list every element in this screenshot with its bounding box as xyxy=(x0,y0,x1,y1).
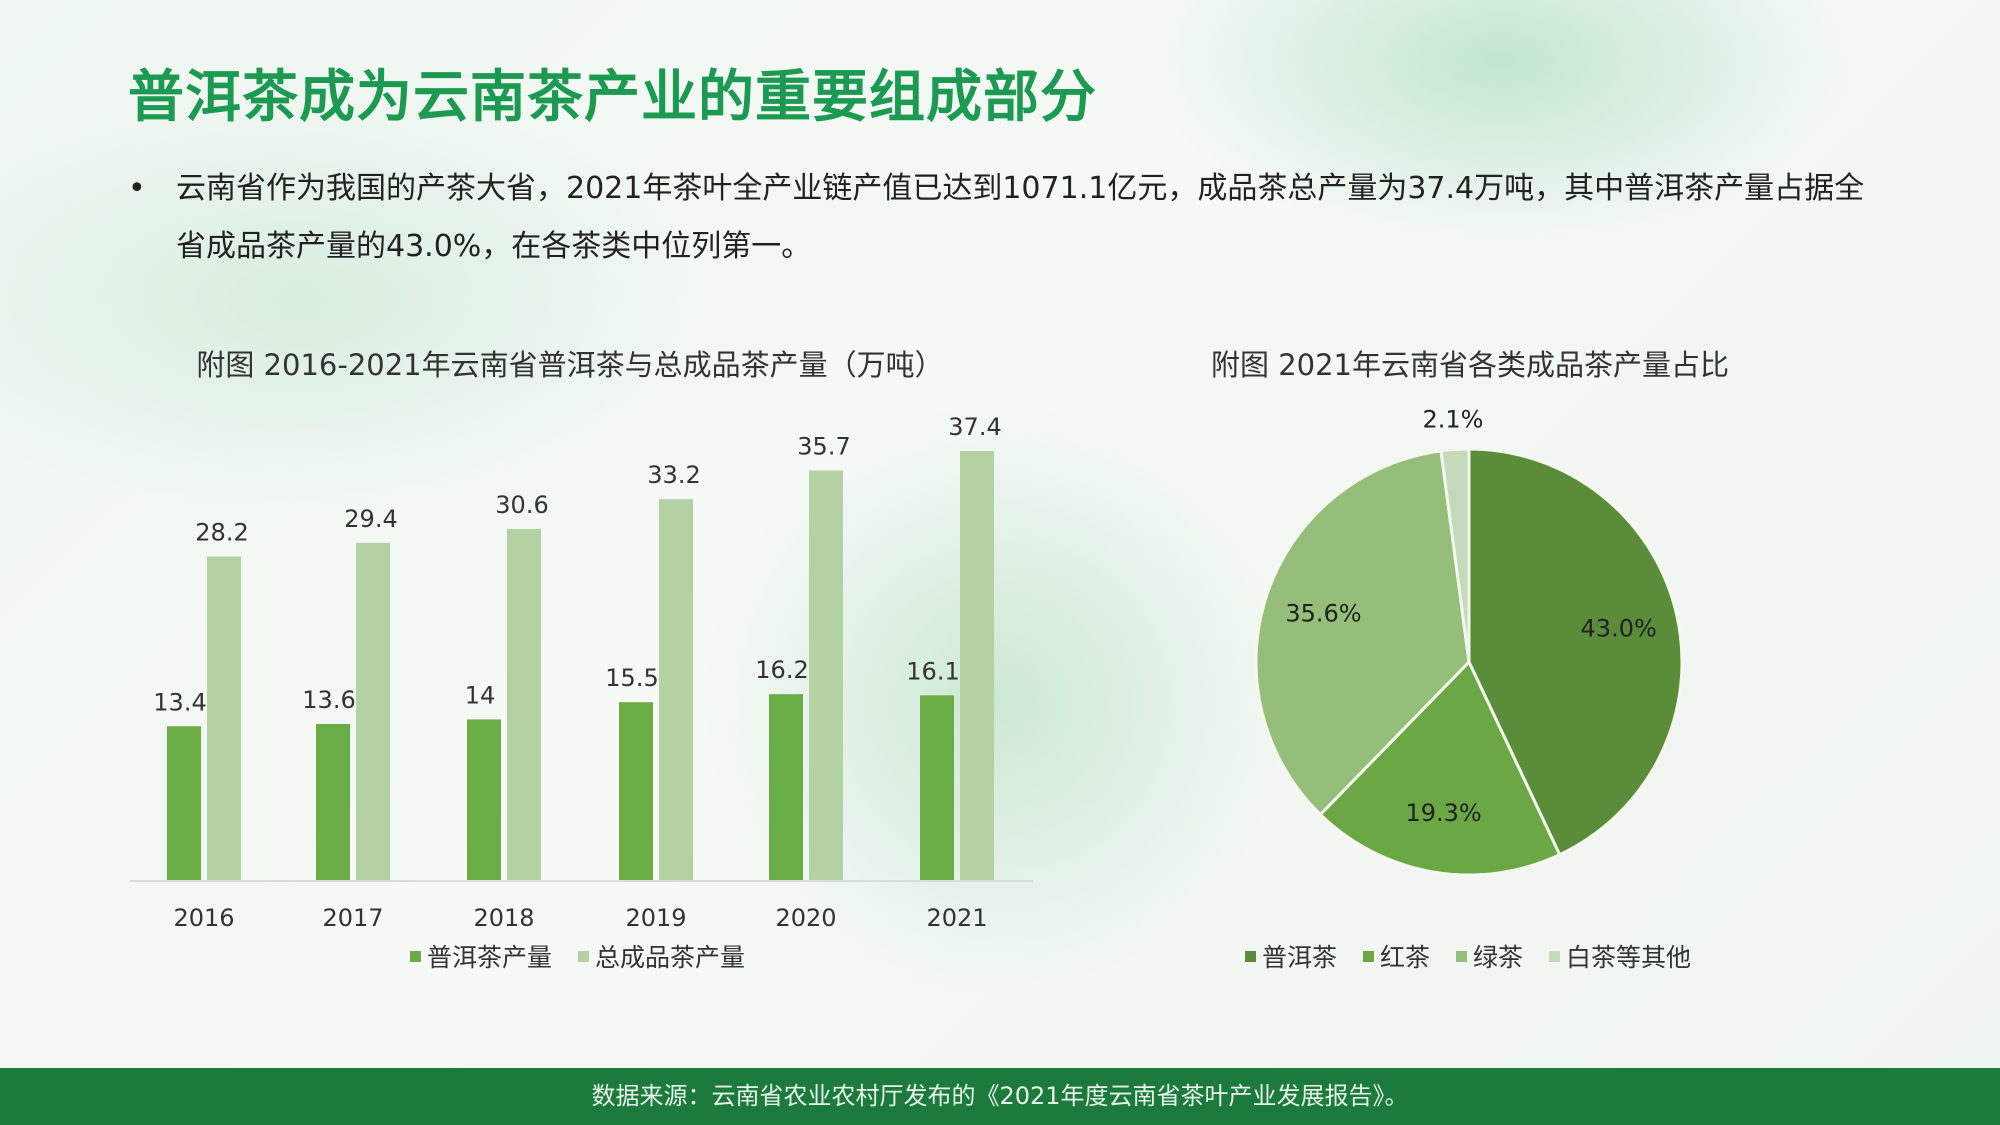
x-tick-label: 2020 xyxy=(775,904,836,932)
bar-puer-2020 xyxy=(769,694,803,880)
data-label: 13.6 xyxy=(302,686,355,714)
bar-total-2016 xyxy=(207,556,241,880)
legend-swatch xyxy=(578,950,590,962)
pie-slice-1 xyxy=(1318,659,1562,877)
bar-puer-2018 xyxy=(467,719,501,880)
bar-puer-2017 xyxy=(316,724,350,880)
x-tick-label: 2017 xyxy=(322,904,383,932)
data-label: 13.4 xyxy=(153,688,206,716)
bar-total-2020 xyxy=(809,470,843,880)
bar-puer-2019 xyxy=(619,702,653,880)
legend-label: 绿茶 xyxy=(1473,943,1524,972)
pie-data-label: 43.0% xyxy=(1581,615,1657,643)
data-label: 35.7 xyxy=(797,433,850,461)
bullet-marker: • xyxy=(128,171,146,206)
page-title: 普洱茶成为云南茶产业的重要组成部分 xyxy=(128,65,1097,130)
legend-label: 普洱茶产量 xyxy=(427,943,553,972)
legend-swatch xyxy=(1549,950,1561,962)
x-tick-label: 2019 xyxy=(625,904,686,932)
pie-chart-title: 附图 2021年云南省各类成品茶产量占比 xyxy=(1210,348,1730,382)
bar-puer-2016 xyxy=(167,726,201,880)
pie-data-label: 19.3% xyxy=(1405,799,1481,827)
legend-swatch xyxy=(1245,950,1256,962)
x-tick-label: 2021 xyxy=(926,904,987,932)
data-label: 37.4 xyxy=(948,413,1001,441)
data-label: 33.2 xyxy=(647,461,700,489)
bar-total-2018 xyxy=(507,529,541,880)
pie-legend: 普洱茶 红茶 绿茶 白茶等其他 xyxy=(1245,938,1691,974)
bar-total-2021 xyxy=(960,451,994,880)
bar-puer-2021 xyxy=(920,695,954,880)
legend-item-puer: 普洱茶产量 xyxy=(410,938,552,974)
legend-item-black-tea: 红茶 xyxy=(1363,938,1430,974)
bar-total-2019 xyxy=(659,499,693,880)
data-label: 16.2 xyxy=(755,656,808,684)
pie-data-label: 35.6% xyxy=(1285,600,1361,628)
legend-label: 红茶 xyxy=(1380,943,1431,972)
pie-data-label: 2.1% xyxy=(1422,406,1483,434)
summary-bullet: • 云南省作为我国的产茶大省，2021年茶叶全产业链产值已达到1071.1亿元，… xyxy=(128,160,1888,276)
pie-slice-3 xyxy=(1439,447,1471,663)
data-label: 14 xyxy=(465,681,496,709)
legend-item-other: 白茶等其他 xyxy=(1549,938,1691,974)
bar-chart-title: 附图 2016-2021年云南省普洱茶与总成品茶产量（万吨） xyxy=(196,348,944,382)
x-tick-label: 2018 xyxy=(473,904,534,932)
summary-text: 云南省作为我国的产茶大省，2021年茶叶全产业链产值已达到1071.1亿元，成品… xyxy=(176,171,1865,264)
legend-swatch xyxy=(1456,950,1468,962)
data-label: 16.1 xyxy=(906,657,959,685)
data-label: 30.6 xyxy=(495,491,548,519)
data-label: 28.2 xyxy=(195,519,248,547)
legend-item-puer: 普洱茶 xyxy=(1245,938,1337,974)
legend-label: 普洱茶 xyxy=(1262,943,1338,972)
legend-swatch xyxy=(1363,950,1375,962)
pie-slice-0 xyxy=(1467,447,1684,857)
x-tick-label: 2016 xyxy=(173,904,234,932)
legend-item-total: 总成品茶产量 xyxy=(578,938,745,974)
data-label: 15.5 xyxy=(605,664,658,692)
data-label: 29.4 xyxy=(344,505,397,533)
legend-swatch xyxy=(410,950,421,962)
pie-slice-2 xyxy=(1254,449,1471,817)
legend-item-green-tea: 绿茶 xyxy=(1456,938,1523,974)
bar-legend: 普洱茶产量 总成品茶产量 xyxy=(410,938,745,974)
legend-label: 白茶等其他 xyxy=(1566,943,1692,972)
legend-label: 总成品茶产量 xyxy=(595,943,746,972)
source-footer: 数据来源：云南省农业农村厅发布的《2021年度云南省茶叶产业发展报告》。 xyxy=(0,1068,2000,1125)
bar-total-2017 xyxy=(356,542,390,880)
